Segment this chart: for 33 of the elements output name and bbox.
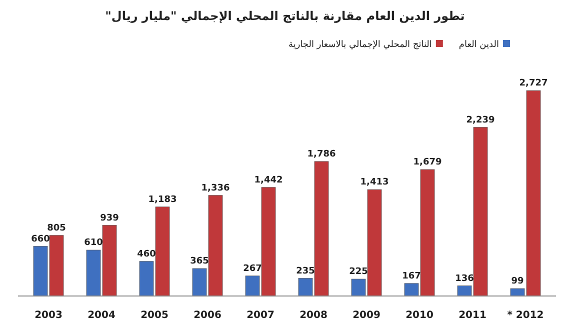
data-label: 235 [296,266,315,276]
data-label: 167 [402,271,421,282]
data-label: 2,239 [466,115,495,126]
data-label: 365 [190,256,209,266]
chart-title: تطور الدين العام مقارنة بالناتج المحلي الإجمالي "مليار ريال" [105,9,465,23]
data-label: 1,183 [148,194,177,205]
data-label: 939 [100,213,119,224]
x-tick-label: 2011 [458,310,486,321]
data-label: 2,727 [519,78,548,89]
data-label: 460 [137,249,156,260]
data-label: 1,679 [413,158,442,168]
data-label: 1,413 [360,178,389,188]
data-label: 1,786 [307,149,336,160]
data-label: 1,336 [201,183,230,194]
legend-label: الناتج المحلي الإجمالي بالاسعار الجارية [288,40,432,50]
data-label: 225 [349,267,368,278]
x-tick-label: 2009 [352,310,380,321]
data-label: 267 [243,264,262,274]
x-tick-label: 2003 [34,310,62,321]
data-label: 805 [47,223,66,234]
x-tick-label: * 2012 [507,310,544,321]
legend-label: الدين العام [458,40,499,50]
data-label: 660 [31,234,50,244]
data-label: 136 [455,274,474,284]
x-tick-label: 2007 [246,310,274,321]
x-tick-label: 2008 [300,310,328,321]
x-tick-label: 2005 [140,310,168,321]
data-label: 99 [511,276,524,287]
x-tick-label: 2004 [88,310,116,321]
data-label: 610 [84,238,103,248]
x-tick-label: 2006 [194,310,222,321]
data-label: 1,442 [254,175,283,186]
x-tick-label: 2010 [406,310,434,321]
